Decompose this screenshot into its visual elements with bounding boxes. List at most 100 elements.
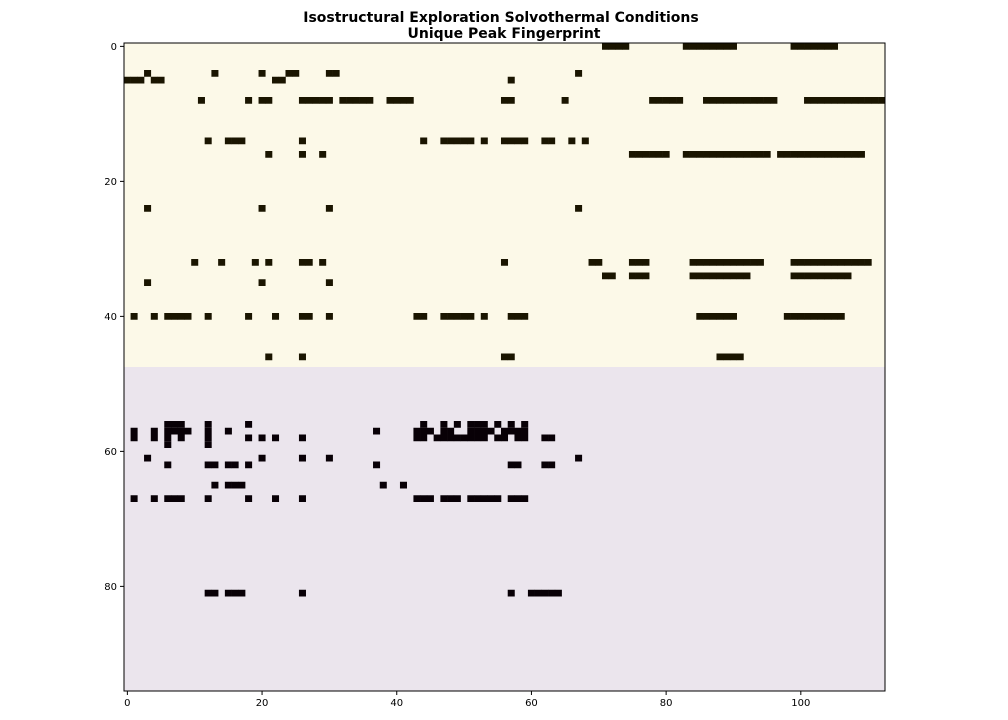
heatmap-cell [554, 589, 562, 597]
heatmap-cell [575, 454, 583, 462]
heatmap-cell [245, 313, 253, 320]
heatmap-cell [541, 434, 549, 442]
heatmap-cell [224, 427, 232, 435]
heatmap-cell [447, 313, 455, 320]
heatmap-cell [137, 76, 145, 84]
heatmap-cell [830, 97, 839, 104]
heatmap-cell [258, 97, 266, 104]
heatmap-cell [440, 434, 448, 442]
heatmap-cell [177, 421, 185, 428]
heatmap-cell [514, 427, 522, 435]
heatmap-cell [507, 589, 515, 597]
heatmap-cell [649, 151, 657, 158]
heatmap-cell [804, 151, 812, 158]
heatmap-cell [878, 97, 886, 104]
heatmap-cell [669, 97, 677, 104]
heatmap-cell [743, 259, 751, 266]
heatmap-cell [770, 97, 778, 104]
heatmap-cell [339, 97, 347, 104]
heatmap-cell [716, 313, 724, 320]
heatmap-cell [305, 97, 313, 104]
heatmap-cell [440, 137, 448, 145]
x-tick-label: 60 [525, 698, 538, 709]
x-tick-label: 100 [791, 698, 810, 709]
heatmap-cell [709, 43, 717, 50]
heatmap-cell [150, 313, 158, 320]
heatmap-cell [453, 495, 461, 502]
heatmap-cell [258, 279, 266, 286]
heatmap-region-0 [124, 43, 885, 367]
heatmap-cell [810, 313, 818, 320]
y-axis: 0 20 40 60 80 [104, 42, 124, 593]
heatmap-cell [729, 272, 737, 280]
y-tick-label: 20 [104, 177, 117, 188]
heatmap-cell [298, 313, 306, 320]
heatmap-cell [467, 495, 475, 502]
heatmap-cell [750, 97, 758, 104]
heatmap-cell [346, 97, 354, 104]
heatmap-cell [177, 434, 185, 442]
heatmap-cell [487, 495, 495, 502]
y-tick-label: 0 [111, 42, 117, 53]
heatmap-cell [790, 313, 798, 320]
heatmap-cell [474, 427, 482, 435]
heatmap-cell [480, 313, 488, 320]
heatmap-cell [703, 272, 711, 280]
heatmap-cell [204, 434, 212, 442]
heatmap-cell [837, 259, 845, 266]
heatmap-cell [797, 43, 805, 50]
heatmap-cell [231, 461, 239, 469]
heatmap-cell [467, 313, 475, 320]
heatmap-cell [824, 43, 832, 50]
heatmap-cell [453, 137, 461, 145]
heatmap-cell [729, 259, 737, 266]
heatmap-cell [837, 151, 845, 158]
heatmap-cell [413, 313, 421, 320]
heatmap-cell [709, 272, 717, 280]
heatmap-cell [756, 151, 764, 158]
heatmap-cell [245, 495, 253, 502]
heatmap-cell [177, 313, 185, 320]
heatmap-cell [723, 353, 731, 361]
heatmap-cell [783, 151, 791, 158]
heatmap-cell [144, 70, 152, 77]
heatmap-cell [164, 461, 172, 469]
heatmap-cell [851, 151, 859, 158]
heatmap-cell [628, 272, 636, 280]
heatmap-cell [790, 272, 798, 280]
heatmap-cell [824, 272, 832, 280]
heatmap-cell [231, 589, 239, 597]
x-tick-label: 0 [124, 698, 130, 709]
heatmap-cell [191, 259, 199, 266]
heatmap-cell [460, 137, 468, 145]
heatmap-cell [723, 151, 731, 158]
heatmap-cell [602, 272, 610, 280]
heatmap-cell [144, 454, 152, 462]
heatmap-cell [797, 151, 805, 158]
heatmap-cell [561, 97, 569, 104]
heatmap-cell [851, 97, 859, 104]
heatmap-cell [628, 259, 636, 266]
heatmap-cell [211, 461, 219, 469]
heatmap-cell [837, 313, 845, 320]
heatmap-cell [413, 434, 421, 442]
heatmap-cell [804, 43, 812, 50]
heatmap-cell [756, 97, 764, 104]
heatmap-cell [292, 70, 300, 77]
heatmap-cell [824, 259, 832, 266]
heatmap-cell [817, 151, 825, 158]
heatmap-cell [325, 279, 333, 286]
heatmap-cell [413, 427, 421, 435]
heatmap-cell [837, 272, 845, 280]
heatmap-cell [211, 589, 219, 597]
heatmap-cell [689, 259, 697, 266]
heatmap-cell [817, 43, 825, 50]
heatmap-cell [440, 421, 448, 428]
heatmap-cell [379, 481, 387, 489]
heatmap-cell [696, 313, 704, 320]
heatmap-cell [696, 259, 704, 266]
heatmap-cell [703, 43, 711, 50]
heatmap-cell [170, 495, 179, 502]
heatmap-cell [420, 434, 428, 442]
heatmap-cell [164, 313, 172, 320]
